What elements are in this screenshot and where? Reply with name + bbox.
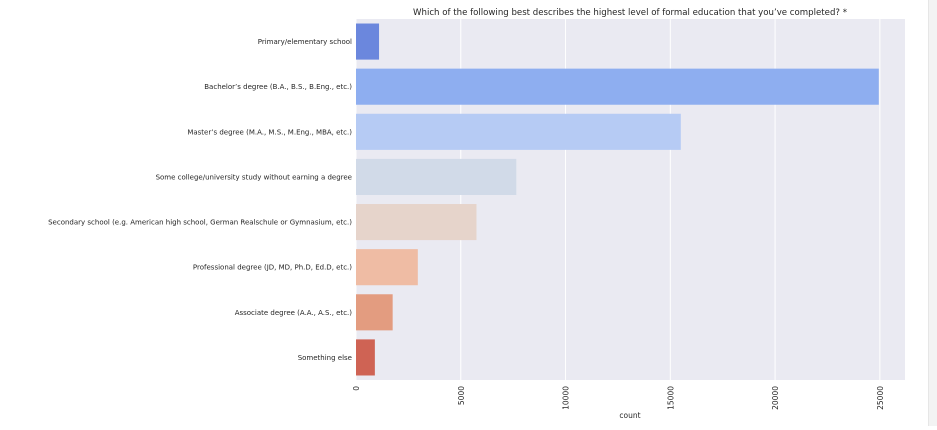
x-axis-label: count: [619, 411, 640, 420]
category-label: Bachelor’s degree (B.A., B.S., B.Eng., e…: [204, 83, 352, 91]
scrollbar-track[interactable]: [928, 0, 937, 426]
bar: [356, 23, 380, 60]
category-label: Secondary school (e.g. American high sch…: [48, 219, 352, 227]
category-label: Primary/elementary school: [258, 38, 352, 46]
bar: [356, 204, 477, 241]
category-labels: Primary/elementary school Bachelor’s degr…: [48, 38, 352, 362]
x-tick-label: 0: [352, 386, 361, 391]
category-label: Associate degree (A.A., A.S., etc.): [235, 309, 353, 317]
x-tick-label: 25000: [876, 386, 885, 410]
bar: [356, 249, 418, 286]
x-tick-label: 15000: [666, 386, 675, 410]
chart-title: Which of the following best describes th…: [413, 8, 848, 18]
category-label: Some college/university study without ea…: [156, 173, 352, 181]
bar: [356, 294, 393, 331]
bar: [356, 339, 375, 376]
x-tick-label: 10000: [562, 386, 571, 410]
bar: [356, 113, 681, 150]
bars: [356, 23, 879, 376]
x-tick-label: 5000: [457, 386, 466, 405]
category-label: Professional degree (JD, MD, Ph.D, Ed.D,…: [193, 264, 352, 272]
category-label: Master’s degree (M.A., M.S., M.Eng., MBA…: [187, 128, 352, 136]
bar: [356, 68, 879, 105]
bar: [356, 158, 517, 195]
category-label: Something else: [298, 354, 352, 362]
x-tick-label: 20000: [771, 386, 780, 410]
x-tick-labels: 0 5000 10000 15000 20000 25000: [352, 386, 885, 410]
